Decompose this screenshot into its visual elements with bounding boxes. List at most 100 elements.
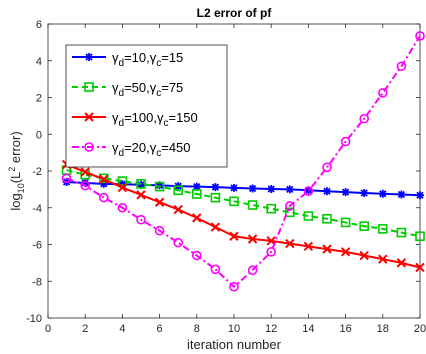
series-4-point-7 — [173, 237, 183, 248]
series-4-point-2 — [80, 180, 90, 191]
series-2-point-4 — [117, 176, 128, 186]
y-tick-label-0: 0 — [36, 129, 42, 141]
y-tick-label--6: -6 — [32, 240, 42, 252]
series-1-point-11 — [248, 184, 257, 193]
series-2-point-15 — [322, 213, 332, 224]
series-2-point-16 — [340, 217, 351, 228]
y-tick-label-2: 2 — [36, 93, 42, 105]
y-tick-label-4: 4 — [36, 56, 42, 68]
series-2 — [61, 165, 425, 242]
legend-marker-4 — [84, 142, 94, 152]
legend-label-1: γd=10,γc=15 — [112, 50, 183, 69]
series-2-point-6 — [154, 181, 165, 192]
series-3-line — [66, 163, 421, 269]
legend-entry-4: γd=20,γc=450 — [72, 140, 191, 159]
series-4-point-19 — [396, 61, 407, 72]
x-tick-label-2: 2 — [82, 323, 88, 335]
x-tick-label-10: 10 — [228, 323, 240, 335]
series-2-point-17 — [359, 221, 370, 231]
legend-label-4: γd=20,γc=450 — [112, 140, 191, 159]
series-2-point-11 — [247, 200, 258, 210]
series-2-line — [66, 169, 421, 238]
y-tick-label--4: -4 — [32, 203, 42, 215]
series-2-point-20 — [415, 231, 425, 242]
legend-entry-1: γd=10,γc=15 — [72, 50, 183, 69]
series-4-point-5 — [136, 214, 146, 225]
y-axis: -10 -8 -6 -4 -2 0 2 4 6 — [26, 19, 420, 325]
x-tick-label-16: 16 — [339, 323, 351, 335]
series-1-point-10 — [230, 183, 238, 192]
series-4-point-17 — [359, 113, 370, 124]
legend-marker-3 — [84, 112, 94, 122]
series-3-point-7 — [173, 204, 183, 215]
series-2-point-7 — [173, 185, 183, 196]
series-4-point-10 — [229, 281, 239, 292]
series-2-point-18 — [377, 224, 388, 234]
x-tick-label-4: 4 — [119, 323, 125, 335]
y-tick-label--10: -10 — [26, 313, 42, 325]
series-1-point-19 — [397, 190, 406, 199]
series-3-point-4 — [117, 182, 128, 193]
series-1-point-17 — [360, 189, 369, 198]
legend-symbol-1 — [72, 53, 106, 61]
series-3-point-3 — [99, 174, 109, 184]
legend-symbol-2 — [72, 82, 106, 92]
legend-marker-2 — [84, 82, 94, 92]
y-axis-label: log10(L2 error) — [7, 131, 26, 210]
series-3-point-6 — [154, 197, 165, 207]
series-4-point-18 — [377, 88, 388, 98]
series-3-point-15 — [322, 244, 332, 254]
legend-symbol-3 — [72, 112, 106, 122]
series-3-point-5 — [136, 190, 146, 200]
x-tick-label-20: 20 — [414, 323, 426, 335]
x-tick-label-14: 14 — [302, 323, 314, 335]
x-tick-label-6: 6 — [157, 323, 163, 335]
series-1-point-13 — [285, 185, 294, 194]
series-4-point-14 — [303, 186, 314, 197]
series-3-point-18 — [378, 254, 388, 264]
series-3-point-2 — [80, 167, 90, 177]
series-4-point-20 — [415, 31, 425, 41]
series-3-point-20 — [415, 262, 425, 273]
series-layer — [61, 31, 425, 292]
series-3-point-14 — [303, 241, 314, 252]
series-4-point-4 — [117, 202, 128, 213]
x-axis: 0 2 4 6 8 10 12 14 16 18 20 — [45, 24, 426, 335]
series-4-point-12 — [266, 247, 277, 257]
x-tick-label-18: 18 — [377, 323, 389, 335]
series-4-point-6 — [154, 225, 165, 236]
y-tick-label--8: -8 — [32, 276, 42, 288]
series-3-point-9 — [210, 222, 221, 232]
series-2-point-19 — [396, 227, 407, 238]
x-axis-label: iteration number — [187, 337, 282, 352]
series-2-point-5 — [136, 179, 146, 189]
series-2-point-13 — [284, 207, 295, 218]
series-4-point-9 — [210, 264, 221, 275]
series-4 — [61, 31, 425, 292]
series-3-point-11 — [247, 234, 258, 244]
series-3-point-8 — [192, 213, 202, 223]
legend: γd=10,γc=15 γd=50,γc=75 γd=100,γc=150 γd… — [65, 44, 228, 168]
y-tick-label-6: 6 — [36, 19, 42, 31]
legend-marker-1 — [85, 53, 93, 61]
legend-entry-2: γd=50,γc=75 — [72, 80, 183, 99]
series-3-point-16 — [340, 247, 351, 257]
series-4-point-15 — [322, 162, 332, 173]
x-tick-label-8: 8 — [194, 323, 200, 335]
y-tick-label--2: -2 — [32, 166, 42, 178]
series-2-point-9 — [210, 192, 221, 203]
series-2-point-12 — [266, 203, 277, 214]
series-4-point-8 — [192, 250, 202, 261]
legend-label-3: γd=100,γc=150 — [112, 110, 198, 129]
series-4-point-11 — [247, 265, 258, 276]
series-4-point-3 — [99, 192, 109, 203]
series-1-point-9 — [211, 183, 220, 192]
series-1-point-16 — [341, 188, 350, 197]
series-3-point-19 — [396, 258, 407, 268]
series-3-point-13 — [285, 238, 295, 249]
x-tick-label-0: 0 — [45, 323, 51, 335]
series-2-point-8 — [192, 189, 202, 199]
series-2-point-14 — [303, 211, 314, 221]
legend-entry-3: γd=100,γc=150 — [72, 110, 198, 129]
